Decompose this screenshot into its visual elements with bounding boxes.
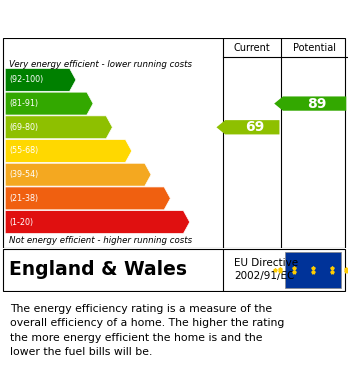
Text: (39-54): (39-54) xyxy=(9,170,39,179)
Text: (1-20): (1-20) xyxy=(9,217,33,226)
Text: Energy Efficiency Rating: Energy Efficiency Rating xyxy=(9,10,249,28)
Polygon shape xyxy=(274,97,346,111)
Text: 89: 89 xyxy=(308,97,327,111)
Text: G: G xyxy=(190,213,204,231)
Text: F: F xyxy=(171,189,182,207)
Text: Not energy efficient - higher running costs: Not energy efficient - higher running co… xyxy=(9,236,192,245)
Text: B: B xyxy=(94,95,106,113)
Text: The energy efficiency rating is a measure of the
overall efficiency of a home. T: The energy efficiency rating is a measur… xyxy=(10,304,285,357)
Text: (21-38): (21-38) xyxy=(9,194,39,203)
Text: C: C xyxy=(113,118,125,136)
Text: EU Directive
2002/91/EC: EU Directive 2002/91/EC xyxy=(234,258,298,281)
Bar xyxy=(285,251,341,289)
Text: 69: 69 xyxy=(245,120,264,134)
Text: England & Wales: England & Wales xyxy=(9,260,187,279)
Text: (81-91): (81-91) xyxy=(9,99,39,108)
Polygon shape xyxy=(5,116,112,139)
Text: D: D xyxy=(133,142,146,160)
Polygon shape xyxy=(5,140,132,162)
Polygon shape xyxy=(5,163,151,186)
Text: Potential: Potential xyxy=(293,43,336,53)
Polygon shape xyxy=(5,187,171,210)
Text: (92-100): (92-100) xyxy=(9,75,44,84)
Text: (55-68): (55-68) xyxy=(9,147,39,156)
Polygon shape xyxy=(5,211,190,233)
Text: E: E xyxy=(152,166,163,184)
Polygon shape xyxy=(5,92,93,115)
Polygon shape xyxy=(5,68,76,91)
Text: A: A xyxy=(77,71,89,89)
Polygon shape xyxy=(216,120,279,135)
Text: (69-80): (69-80) xyxy=(9,123,39,132)
Text: Very energy efficient - lower running costs: Very energy efficient - lower running co… xyxy=(9,60,192,69)
Text: Current: Current xyxy=(234,43,271,53)
